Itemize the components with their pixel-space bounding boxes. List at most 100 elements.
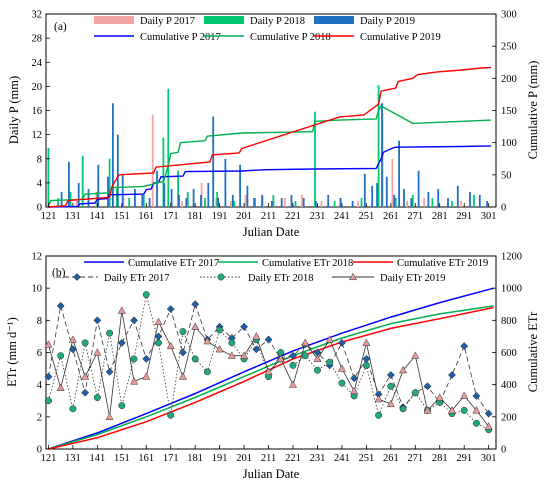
point-daily-etr-2018 <box>118 402 126 410</box>
point-daily-etr-2019 <box>105 412 114 420</box>
bar-daily-p-2017 <box>181 201 183 207</box>
panel-b-y-tick-label: 8 <box>37 316 42 327</box>
point-daily-etr-2018 <box>44 397 52 405</box>
panel-b-y2-axis-title: Cumulative ETr <box>526 311 540 392</box>
panel-b-y-tick-label: 4 <box>37 380 43 391</box>
point-daily-etr-2019 <box>93 348 102 356</box>
bar-daily-p-2019 <box>403 188 405 207</box>
bar-daily-p-2019 <box>239 164 241 207</box>
bar-daily-p-2019 <box>246 185 249 207</box>
panel-a-y-axis-title: Daily P (mm) <box>7 76 21 144</box>
bar-daily-p-2017 <box>230 201 232 207</box>
panel-b-y2-tick-label: 0 <box>501 445 506 456</box>
panel-b-x-tick-label: 231 <box>310 453 326 464</box>
point-daily-etr-2017 <box>191 300 200 309</box>
bar-daily-p-2019 <box>486 201 488 207</box>
point-daily-etr-2019 <box>117 306 126 314</box>
bar-daily-p-2018 <box>177 170 179 207</box>
point-daily-etr-2019 <box>130 377 139 385</box>
panel-a-y2-tick-label: 200 <box>501 74 517 85</box>
bar-daily-p-2019 <box>134 188 136 207</box>
point-daily-etr-2017 <box>337 338 346 347</box>
panel-a-x-tick-label: 291 <box>456 211 472 222</box>
point-daily-etr-2017 <box>179 348 187 357</box>
bar-daily-p-2019 <box>447 198 449 207</box>
point-daily-etr-2017 <box>56 301 65 310</box>
panel-b-x-tick-label: 301 <box>481 453 497 464</box>
point-daily-etr-2018 <box>69 405 77 413</box>
bar-daily-p-2019 <box>315 201 317 207</box>
panel-b-x-tick-label: 281 <box>432 453 448 464</box>
panel-a-x-tick-label: 231 <box>310 211 326 222</box>
point-daily-etr-2017 <box>93 316 102 325</box>
panel-b-axes: 121 131 141 151 161 171 181 191 201 211 221 231 241 2… <box>32 252 523 465</box>
legend-marker-daily-etr-2018 <box>217 273 225 281</box>
panel-a-x-tick-label: 171 <box>163 211 179 222</box>
point-daily-etr-2018 <box>399 405 407 413</box>
point-daily-etr-2019 <box>68 335 77 343</box>
bar-daily-p-2019 <box>456 185 459 207</box>
point-daily-etr-2019 <box>154 317 163 325</box>
legend-label-daily-p-2017: Daily P 2017 <box>140 16 195 27</box>
legend-label-cumulative-etr-2019: Cumulative ETr 2019 <box>397 258 488 269</box>
legend-label-cumulative-p-2017: Cumulative P 2017 <box>140 32 221 43</box>
bar-daily-p-2019 <box>156 170 158 207</box>
bar-daily-p-2018 <box>142 194 145 207</box>
panel-b-y2-tick-label: 1200 <box>501 252 522 263</box>
point-daily-etr-2017 <box>448 371 456 379</box>
bar-daily-p-2017 <box>320 201 323 207</box>
bar-daily-p-2018 <box>81 155 84 207</box>
bar-daily-p-2019 <box>231 194 234 207</box>
panel-a-y2-tick-label: 50 <box>501 170 512 181</box>
panel-a-x-tick-label: 221 <box>285 211 301 222</box>
panel-b-label: (b) <box>52 267 66 279</box>
panel-b-x-tick-label: 291 <box>456 453 472 464</box>
point-daily-etr-2019 <box>362 338 371 346</box>
point-daily-etr-2017 <box>460 342 469 351</box>
panel-a-x-tick-label: 181 <box>187 211 203 222</box>
bar-daily-p-2019 <box>253 198 256 207</box>
bar-daily-p-2017 <box>76 201 78 207</box>
panel-a-y-tick-label: 0 <box>37 203 42 214</box>
point-daily-etr-2018 <box>216 326 224 334</box>
bar-daily-p-2019 <box>437 188 440 207</box>
point-daily-etr-2018 <box>460 406 468 414</box>
bar-daily-p-2019 <box>112 103 114 207</box>
bar-daily-p-2019 <box>398 140 400 207</box>
panel-b-x-tick-label: 121 <box>41 453 57 464</box>
point-daily-etr-2017 <box>105 367 114 376</box>
bar-daily-p-2018 <box>360 198 363 207</box>
bar-daily-p-2019 <box>339 198 342 207</box>
panel-a-y-tick-label: 32 <box>32 10 43 21</box>
point-daily-etr-2019 <box>178 372 187 380</box>
bar-daily-p-2019 <box>478 194 481 207</box>
legend-label-daily-etr-2017: Daily ETr 2017 <box>104 273 170 284</box>
point-daily-etr-2018 <box>155 339 162 347</box>
point-daily-etr-2018 <box>338 379 346 387</box>
point-daily-etr-2018 <box>142 291 150 299</box>
panel-a-y2-axis-title: Cumulative P (mm) <box>526 61 540 160</box>
bar-daily-p-2019 <box>141 194 144 207</box>
bar-daily-p-2018 <box>162 137 165 207</box>
point-daily-etr-2017 <box>264 335 273 344</box>
panel-b-y2-tick-label: 800 <box>501 316 517 327</box>
panel-a-x-tick-label: 161 <box>138 211 154 222</box>
point-daily-etr-2019 <box>399 365 408 374</box>
bar-daily-p-2018 <box>431 198 434 207</box>
bar-daily-p-2018 <box>394 198 397 207</box>
panel-b-y-tick-label: 12 <box>32 252 43 263</box>
point-daily-etr-2017 <box>423 382 432 391</box>
legend-label-daily-etr-2018: Daily ETr 2018 <box>248 273 314 284</box>
panel-a-legend: Daily P 2017 Daily P 2018 Daily P 2019 Cumu… <box>94 16 441 43</box>
legend-label-daily-p-2018: Daily P 2018 <box>250 16 305 27</box>
panel-b-x-tick-label: 171 <box>163 453 179 464</box>
point-daily-etr-2019 <box>423 406 432 414</box>
bar-daily-p-2019 <box>351 201 354 207</box>
point-daily-etr-2017 <box>472 391 481 400</box>
legend-swatch-daily-p-2017 <box>94 16 134 24</box>
panel-b-y2-tick-label: 400 <box>501 380 517 391</box>
point-daily-etr-2019 <box>142 372 151 380</box>
point-daily-etr-2017 <box>386 371 395 379</box>
point-daily-etr-2019 <box>447 406 456 414</box>
point-daily-etr-2019 <box>191 322 200 330</box>
